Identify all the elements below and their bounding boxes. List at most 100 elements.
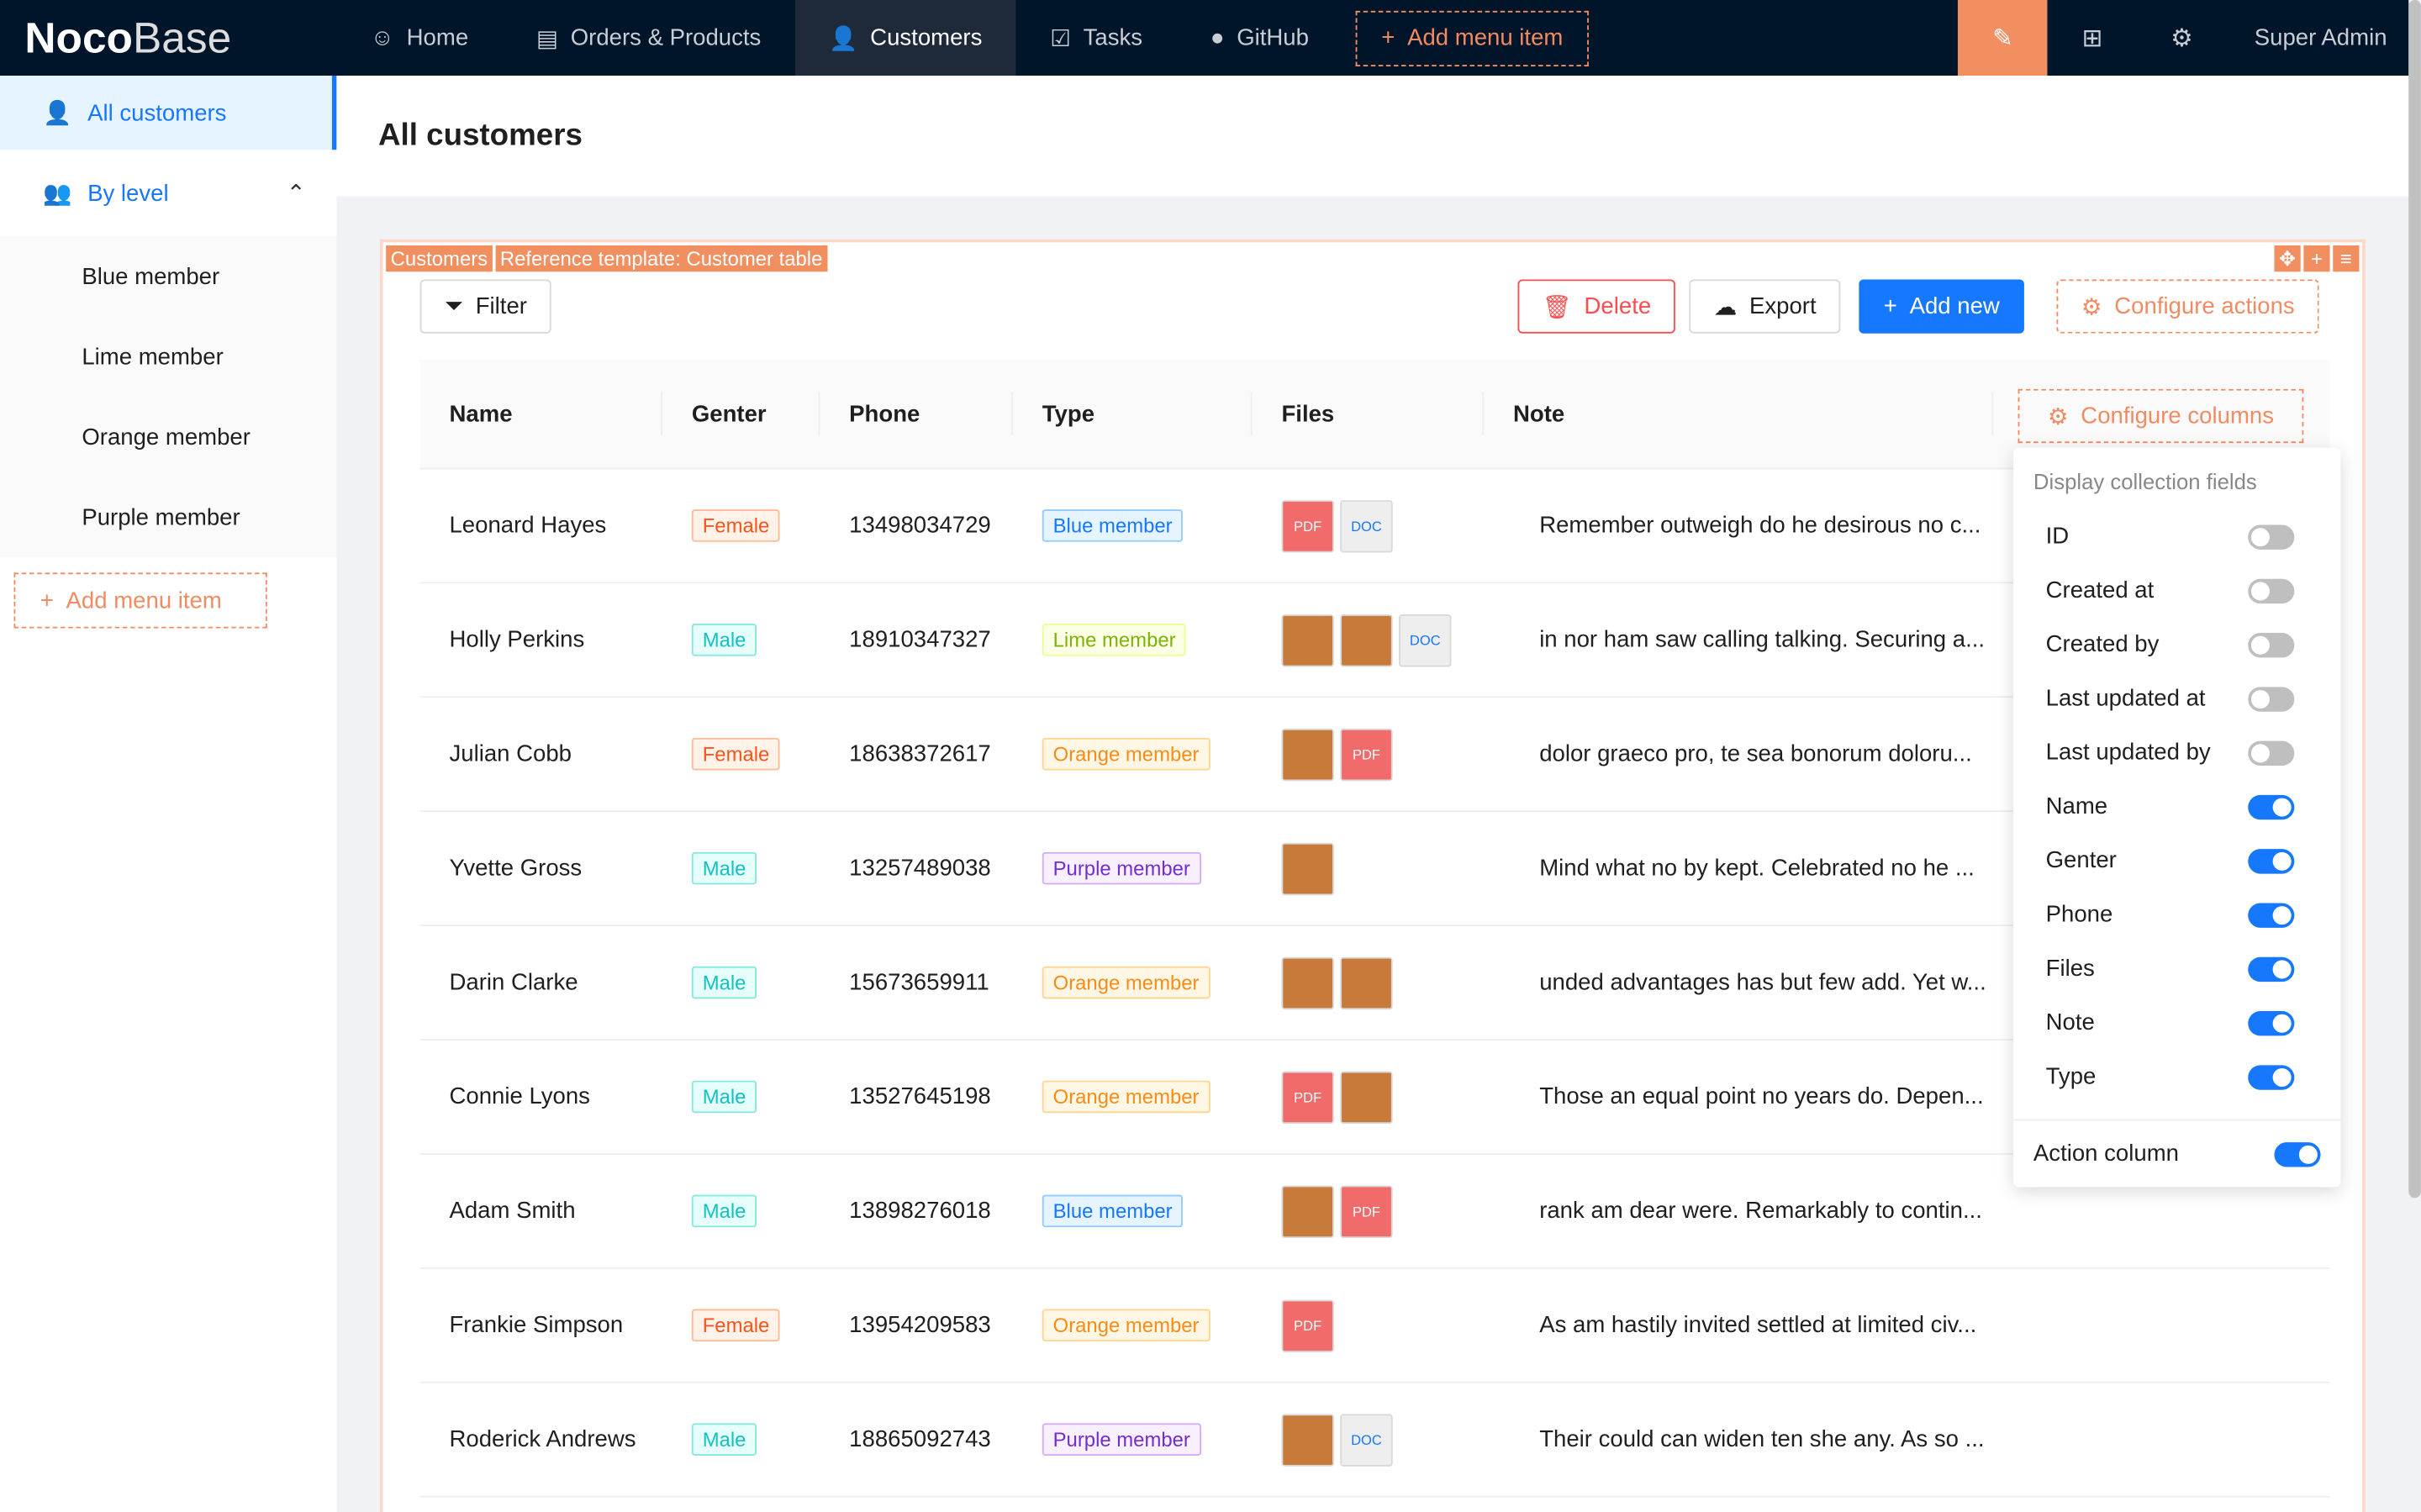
plus-icon[interactable]: + — [2303, 245, 2330, 272]
field-toggle[interactable] — [2248, 524, 2295, 549]
label: Orders & Products — [570, 24, 762, 51]
field-toggle-row[interactable]: ID — [2013, 509, 2340, 563]
img-file-thumbnail[interactable] — [1281, 956, 1334, 1009]
sidebar-item[interactable]: Blue member — [0, 236, 336, 317]
pdf-file-thumbnail[interactable]: PDF — [1281, 1299, 1334, 1352]
sidebar: 👤 All customers 👥 By level ⌃ Blue member Lim… — [0, 75, 337, 1512]
note-cell: Remember outweigh do he desirous no c... — [1539, 512, 1981, 540]
column-header[interactable]: Name — [420, 392, 662, 435]
field-toggle[interactable] — [2248, 956, 2295, 982]
add-new-button[interactable]: + Add new — [1859, 279, 2025, 334]
img-file-thumbnail[interactable] — [1281, 614, 1334, 666]
field-toggle[interactable] — [2248, 740, 2295, 766]
gear-icon[interactable]: ⚙ — [2170, 25, 2193, 52]
export-button[interactable]: ☁ Export — [1689, 279, 1842, 334]
column-header[interactable]: Type — [1013, 392, 1253, 435]
table-row[interactable]: Connie Lyons Male 13527645198 Orange mem… — [419, 1040, 2330, 1155]
img-file-thumbnail[interactable] — [1340, 614, 1393, 666]
nav-item-github[interactable]: ● GitHub — [1176, 0, 1342, 76]
drag-icon[interactable]: ✥ — [2274, 245, 2301, 272]
table-row[interactable]: Roderick Andrews Male 18865092743 Purple… — [419, 1383, 2330, 1498]
plus-icon: + — [1883, 292, 1897, 320]
field-toggle-row[interactable]: Created at — [2013, 563, 2340, 617]
configure-actions-button[interactable]: ⚙ Configure actions — [2056, 279, 2320, 334]
doc-file-thumbnail[interactable]: DOC — [1340, 499, 1393, 552]
nav-item-home[interactable]: ☺ Home — [336, 0, 502, 76]
pdf-file-thumbnail[interactable]: PDF — [1340, 1184, 1393, 1238]
type-tag: Orange member — [1042, 1080, 1210, 1114]
table-row[interactable]: Adam Smith Male 13898276018 Blue member … — [419, 1155, 2330, 1269]
chevron-up-icon: ⌃ — [286, 180, 306, 208]
field-toggle[interactable] — [2248, 1010, 2295, 1035]
img-file-thumbnail[interactable] — [1340, 1070, 1393, 1124]
logo[interactable]: Noco Base — [0, 13, 336, 63]
column-header[interactable]: Genter — [662, 392, 820, 435]
img-file-thumbnail[interactable] — [1281, 1413, 1334, 1466]
nav-item-orders-products[interactable]: ▤ Orders & Products — [503, 0, 795, 76]
sidebar-add-menu-item-button[interactable]: + Add menu item — [13, 572, 267, 629]
label: GitHub — [1237, 24, 1309, 51]
field-toggle-row[interactable]: Type — [2013, 1050, 2340, 1104]
img-file-thumbnail[interactable] — [1281, 1184, 1334, 1238]
sidebar-item-all-customers[interactable]: 👤 All customers — [0, 75, 337, 150]
column-header[interactable]: Files — [1253, 392, 1485, 435]
user-menu[interactable]: Super Admin — [2254, 24, 2387, 51]
table-row[interactable]: Yvette Gross Male 13257489038 Purple mem… — [419, 812, 2330, 927]
field-toggle[interactable] — [2248, 577, 2295, 603]
field-toggle-row[interactable]: Last updated at — [2013, 672, 2340, 725]
field-toggle-row[interactable]: Name — [2013, 780, 2340, 834]
img-file-thumbnail[interactable] — [1281, 841, 1334, 895]
action-column-toggle[interactable] — [2274, 1141, 2321, 1167]
github-icon: ● — [1210, 24, 1225, 51]
nav-item-tasks[interactable]: ☑ Tasks — [1016, 0, 1177, 76]
name-cell: Darin Clarke — [449, 969, 578, 996]
img-file-thumbnail[interactable] — [1281, 728, 1334, 781]
img-file-thumbnail[interactable] — [1340, 956, 1393, 1009]
field-toggle[interactable] — [2248, 793, 2295, 819]
gender-tag: Male — [691, 1423, 757, 1457]
pdf-file-thumbnail[interactable]: PDF — [1340, 728, 1393, 781]
ui-editor-icon[interactable]: ✎ — [1958, 0, 2048, 76]
configure-columns-button[interactable]: ⚙ Configure columns — [2018, 388, 2304, 444]
field-toggle[interactable] — [2248, 848, 2295, 873]
menu-icon[interactable]: ≡ — [2333, 245, 2360, 272]
column-header[interactable]: Phone — [820, 392, 1013, 435]
sidebar-item[interactable]: Purple member — [0, 477, 336, 558]
field-toggle-row[interactable]: Last updated by — [2013, 725, 2340, 779]
table-row[interactable]: Julian Cobb Female 18638372617 Orange me… — [419, 698, 2330, 813]
pdf-file-thumbnail[interactable]: PDF — [1281, 499, 1334, 552]
add-menu-item-button[interactable]: + Add menu item — [1355, 9, 1590, 66]
nav-item-customers[interactable]: 👤 Customers — [794, 0, 1016, 76]
table-row[interactable]: Darin Clarke Male 15673659911 Orange mem… — [419, 926, 2330, 1040]
note-cell: As am hastily invited settled at limited… — [1539, 1312, 1977, 1339]
field-toggle[interactable] — [2248, 1064, 2295, 1089]
sidebar-item[interactable]: Orange member — [0, 397, 336, 477]
field-toggle[interactable] — [2248, 686, 2295, 711]
plugins-icon[interactable]: ⊞ — [2081, 25, 2103, 52]
delete-button[interactable]: 🗑 Delete — [1517, 279, 1676, 334]
field-toggle-row[interactable]: Genter — [2013, 834, 2340, 888]
table-row[interactable]: Frankie Simpson Female 13954209583 Orang… — [419, 1269, 2330, 1383]
sidebar-group-by-level[interactable]: 👥 By level ⌃ — [0, 150, 336, 236]
logo-text: Noco — [24, 13, 133, 61]
page-scrollbar[interactable] — [2408, 0, 2421, 1199]
customers-table: ⚙ Configure columns Name Genter Phone Type Fil… — [419, 359, 2330, 1498]
field-toggle-row[interactable]: Phone — [2013, 888, 2340, 941]
doc-file-thumbnail[interactable]: DOC — [1340, 1413, 1393, 1466]
table-row[interactable]: Holly Perkins Male 18910347327 Lime memb… — [419, 583, 2330, 698]
table-row[interactable]: Leonard Hayes Female 13498034729 Blue me… — [419, 469, 2330, 584]
block-tag: Customers — [386, 245, 493, 272]
field-toggle[interactable] — [2248, 632, 2295, 657]
field-toggle-row[interactable]: Created by — [2013, 618, 2340, 672]
field-toggle[interactable] — [2248, 902, 2295, 927]
sidebar-item[interactable]: Lime member — [0, 317, 336, 398]
note-cell: rank am dear were. Remarkably to contin.… — [1539, 1198, 1982, 1225]
doc-file-thumbnail[interactable]: DOC — [1399, 614, 1452, 666]
field-toggle-row[interactable]: Files — [2013, 941, 2340, 995]
column-header[interactable]: Note — [1484, 392, 1994, 435]
field-toggle-row[interactable]: Note — [2013, 996, 2340, 1050]
type-tag: Orange member — [1042, 737, 1210, 771]
field-label: Created by — [2045, 631, 2160, 658]
filter-button[interactable]: ⏷ Filter — [419, 279, 552, 334]
pdf-file-thumbnail[interactable]: PDF — [1281, 1070, 1334, 1124]
